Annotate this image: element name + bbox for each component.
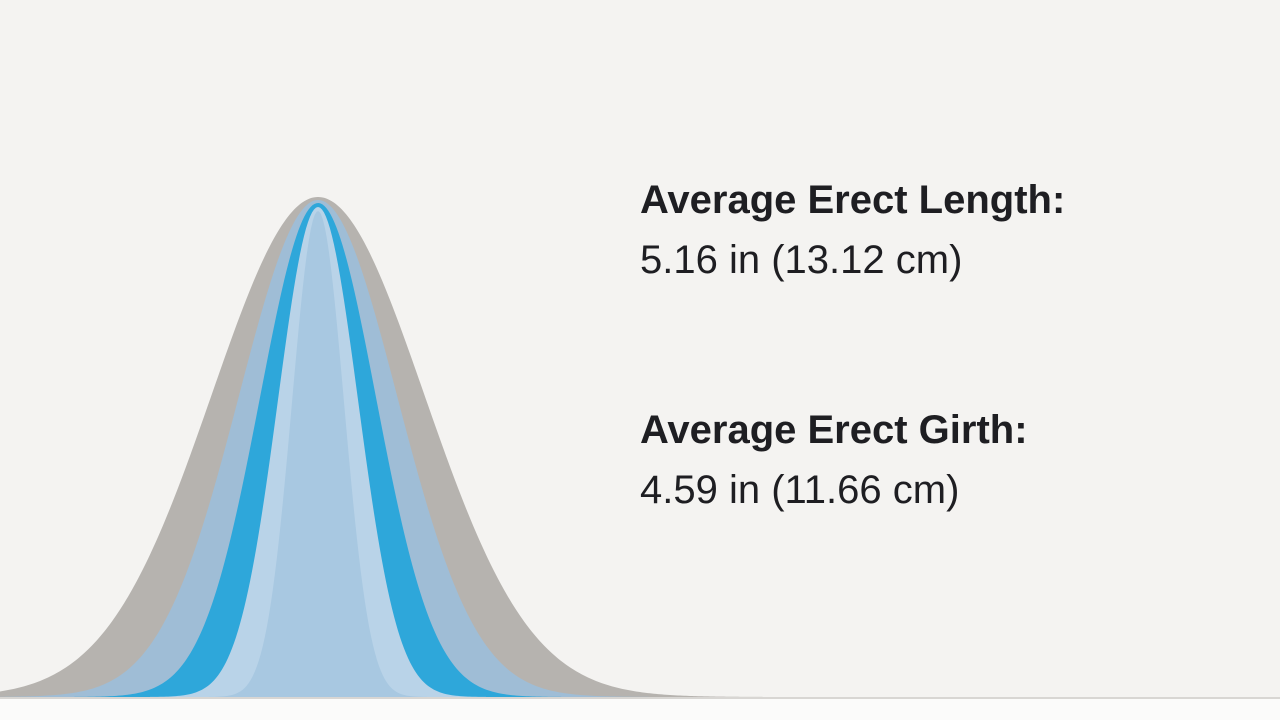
average-length-label: Average Erect Length: bbox=[640, 178, 1066, 222]
average-girth-label: Average Erect Girth: bbox=[640, 408, 1028, 452]
curve-layer-center-blue bbox=[208, 211, 428, 698]
stat-average-erect-girth: Average Erect Girth: 4.59 in (11.66 cm) bbox=[640, 410, 1065, 510]
stat-average-erect-length: Average Erect Length: 5.16 in (13.12 cm) bbox=[640, 180, 1065, 280]
average-girth-value: 4.59 in (11.66 cm) bbox=[640, 468, 960, 512]
average-length-value: 5.16 in (13.12 cm) bbox=[640, 238, 963, 282]
x-axis-baseline bbox=[0, 697, 1280, 720]
stats-panel: Average Erect Length: 5.16 in (13.12 cm)… bbox=[640, 180, 1065, 510]
